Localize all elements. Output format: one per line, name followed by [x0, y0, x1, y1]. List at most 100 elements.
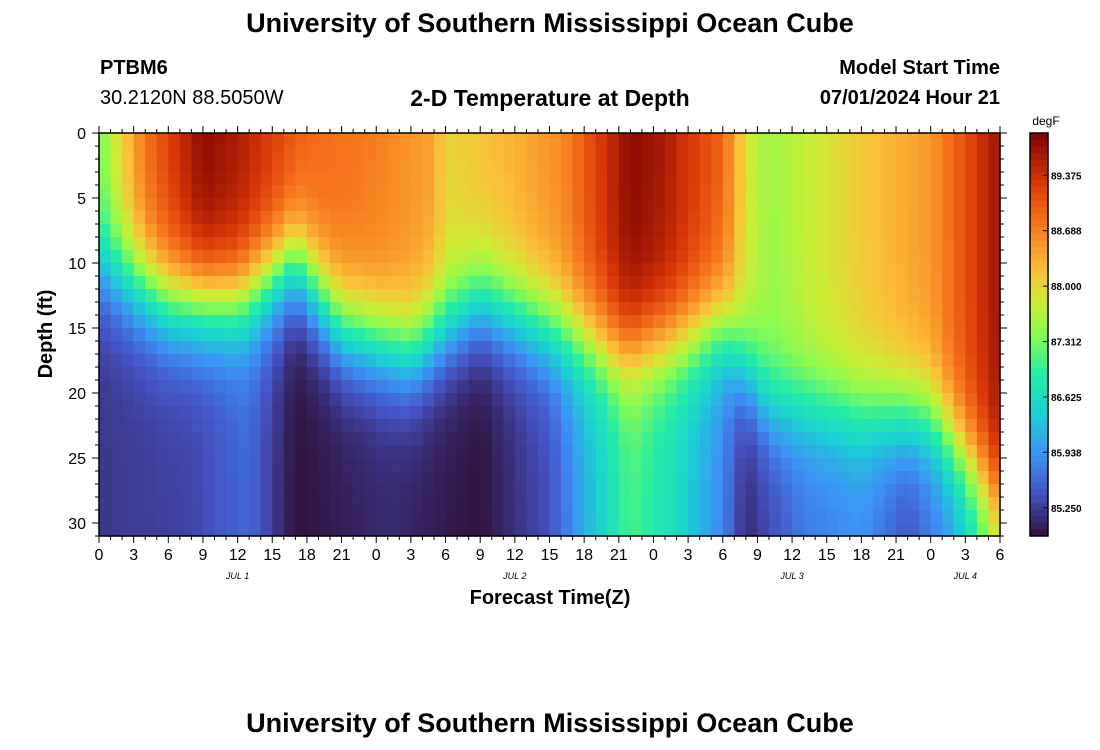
- heatmap-cell: [306, 315, 320, 329]
- heatmap-cell: [480, 211, 493, 225]
- heatmap-cell: [861, 497, 874, 511]
- heatmap-cell: [376, 276, 389, 290]
- heatmap-cell: [468, 263, 481, 277]
- heatmap-cell: [630, 198, 643, 212]
- heatmap-cell: [376, 159, 389, 173]
- heatmap-cell: [99, 328, 112, 342]
- colorbar-segment: [1030, 206, 1048, 215]
- heatmap-cell: [722, 432, 735, 446]
- heatmap-cell: [630, 146, 643, 160]
- heatmap-cell: [849, 393, 862, 407]
- heatmap-cell: [214, 432, 227, 446]
- heatmap-cell: [341, 276, 354, 290]
- heatmap-cell: [156, 497, 169, 511]
- heatmap-cell: [399, 419, 412, 433]
- heatmap-cell: [503, 302, 516, 316]
- heatmap-cell: [376, 302, 389, 316]
- heatmap-cell: [156, 250, 169, 264]
- heatmap-cell: [468, 172, 481, 186]
- heatmap-cell: [537, 185, 551, 199]
- heatmap-cell: [468, 484, 481, 498]
- heatmap-cell: [745, 497, 759, 511]
- heatmap-cell: [110, 341, 123, 355]
- heatmap-cell: [653, 380, 666, 394]
- heatmap-cell: [387, 224, 400, 238]
- heatmap-cell: [330, 484, 343, 498]
- heatmap-cell: [295, 211, 308, 225]
- heatmap-cell: [699, 341, 712, 355]
- heatmap-cell: [433, 341, 447, 355]
- heatmap-cell: [318, 302, 331, 316]
- heatmap-cell: [965, 302, 978, 316]
- heatmap-cell: [896, 445, 909, 459]
- heatmap-cell: [156, 198, 169, 212]
- heatmap-cell: [514, 523, 527, 537]
- heatmap-cell: [745, 133, 759, 147]
- heatmap-cell: [919, 211, 932, 225]
- heatmap-cell: [641, 484, 655, 498]
- heatmap-cell: [699, 354, 712, 368]
- heatmap-cell: [838, 367, 851, 381]
- heatmap-cell: [249, 354, 262, 368]
- heatmap-cell: [341, 497, 354, 511]
- heatmap-cell: [410, 341, 424, 355]
- heatmap-cell: [191, 263, 204, 277]
- heatmap-cell: [168, 146, 181, 160]
- heatmap-cell: [734, 328, 747, 342]
- heatmap-cell: [295, 315, 308, 329]
- heatmap-cell: [872, 159, 886, 173]
- heatmap-cell: [468, 393, 481, 407]
- heatmap-cell: [734, 497, 747, 511]
- x-axis-title: Forecast Time(Z): [470, 587, 631, 609]
- heatmap-cell: [815, 484, 828, 498]
- heatmap-cell: [376, 523, 389, 537]
- heatmap-cell: [376, 133, 389, 147]
- heatmap-cell: [249, 523, 262, 537]
- heatmap-cell: [422, 341, 435, 355]
- heatmap-cell: [272, 458, 285, 472]
- heatmap-cell: [410, 510, 424, 524]
- heatmap-cell: [514, 146, 527, 160]
- heatmap-cell: [376, 406, 389, 420]
- heatmap-cell: [433, 484, 447, 498]
- heatmap-cell: [768, 146, 782, 160]
- heatmap-cell: [145, 315, 158, 329]
- heatmap-cell: [595, 172, 608, 186]
- colorbar-segment: [1030, 327, 1048, 335]
- heatmap-cell: [376, 198, 389, 212]
- heatmap-cell: [699, 367, 712, 381]
- heatmap-cell: [445, 250, 458, 264]
- heatmap-cell: [410, 380, 424, 394]
- heatmap-cell: [838, 211, 851, 225]
- heatmap-cell: [433, 471, 447, 485]
- colorbar-segment: [1030, 509, 1048, 517]
- colorbar-segment: [1030, 200, 1048, 208]
- heatmap-cell: [953, 354, 966, 368]
- heatmap-cell: [861, 159, 874, 173]
- heatmap-cell: [526, 146, 539, 160]
- heatmap-cell: [387, 471, 400, 485]
- heatmap-cell: [572, 198, 585, 212]
- heatmap-cell: [665, 458, 678, 472]
- heatmap-cell: [826, 328, 839, 342]
- heatmap-cell: [341, 250, 354, 264]
- heatmap-cell: [584, 315, 597, 329]
- heatmap-cell: [237, 380, 250, 394]
- heatmap-cell: [480, 445, 493, 459]
- heatmap-cell: [953, 198, 966, 212]
- heatmap-cell: [803, 172, 816, 186]
- heatmap-cell: [861, 185, 874, 199]
- heatmap-cell: [491, 445, 504, 459]
- heatmap-cell: [942, 250, 955, 264]
- heatmap-cell: [942, 133, 955, 147]
- heatmap-cell: [676, 341, 689, 355]
- heatmap-cell: [399, 315, 412, 329]
- heatmap-cell: [942, 263, 955, 277]
- heatmap-cell: [572, 328, 585, 342]
- heatmap-cell: [341, 341, 354, 355]
- heatmap-cell: [526, 328, 539, 342]
- heatmap-cell: [584, 328, 597, 342]
- heatmap-cell: [283, 198, 296, 212]
- colorbar-segment: [1030, 260, 1048, 268]
- heatmap-cell: [584, 458, 597, 472]
